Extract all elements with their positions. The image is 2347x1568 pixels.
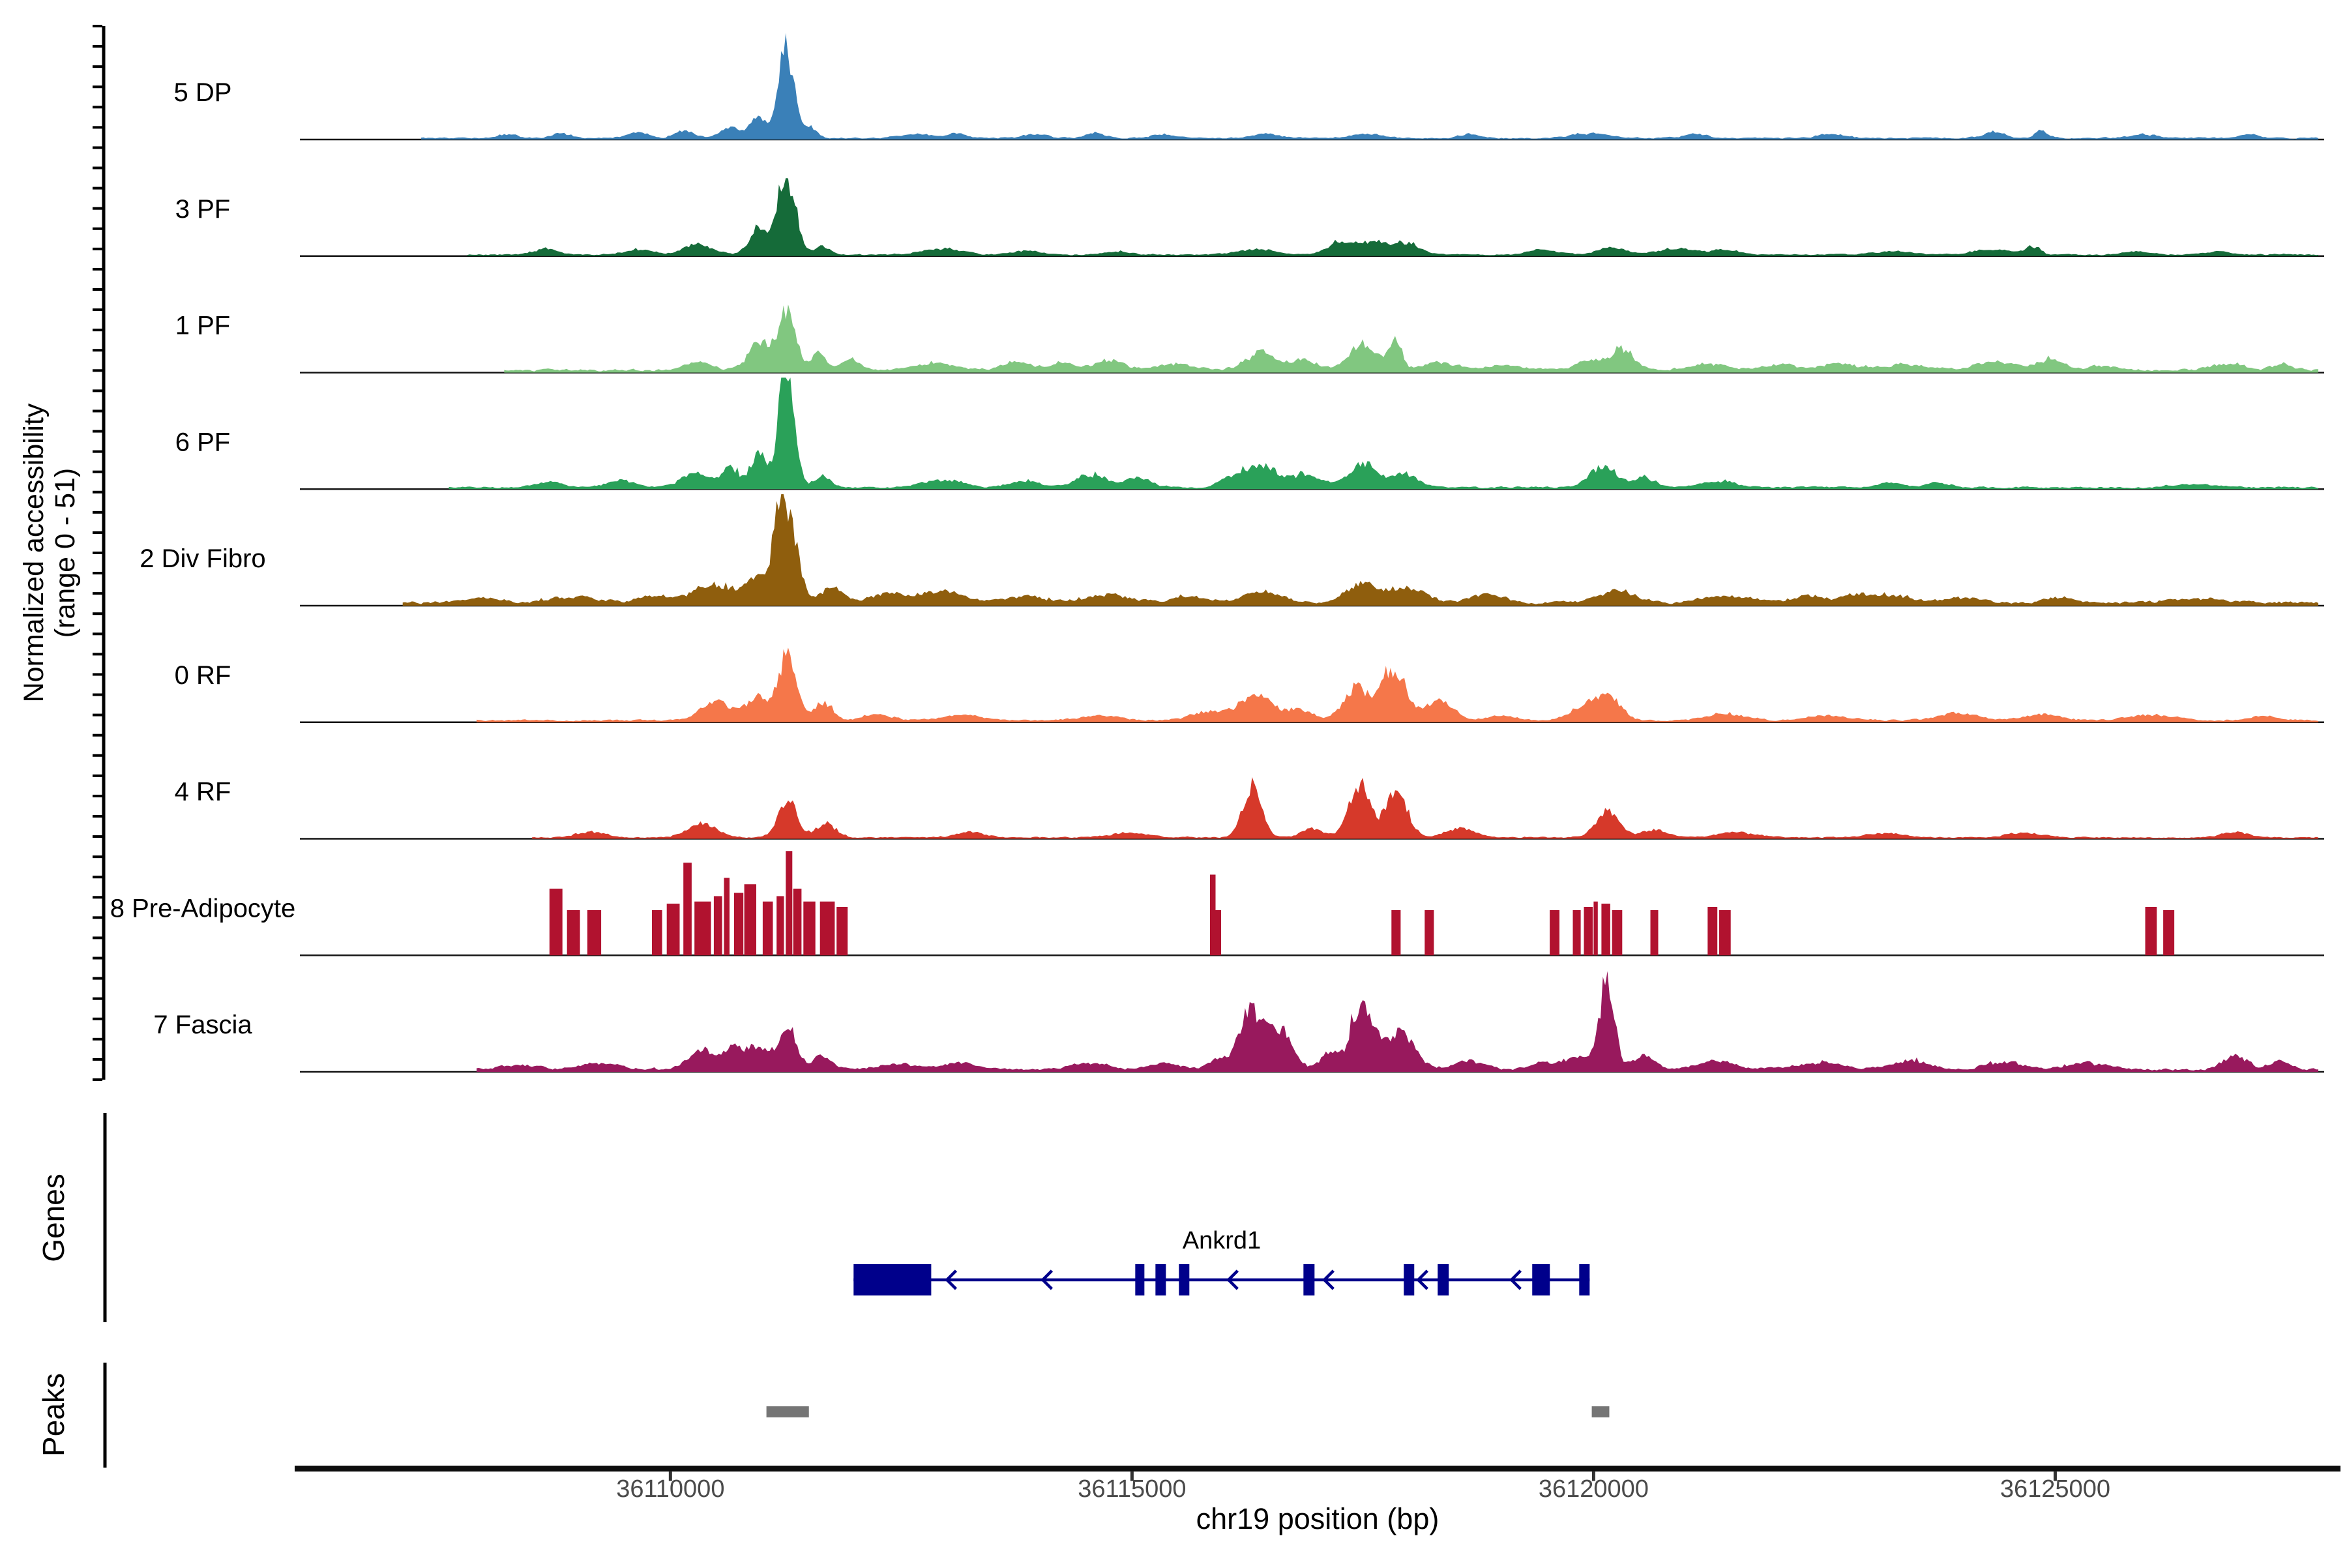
track-label: 2 Div Fibro: [140, 544, 265, 573]
strand-arrow-icon: [1226, 1269, 1239, 1290]
peak-region: [1591, 1406, 1610, 1417]
track-row-8-pre-adipocyte: 8 Pre-Adipocyte: [110, 851, 2324, 956]
y-axis: [93, 25, 106, 1081]
x-axis-tick-label: 36120000: [1539, 1475, 1649, 1503]
peaks-section-label: Peaks: [37, 1373, 70, 1457]
gene-exon: [1404, 1264, 1415, 1295]
gene-exon: [1579, 1264, 1590, 1295]
gene-exon: [1532, 1264, 1550, 1295]
track-signal: [421, 33, 2318, 140]
x-axis-tick-label: 36115000: [1078, 1475, 1186, 1503]
track-label: 0 RF: [175, 661, 231, 690]
y-axis-label-line1: Normalized accessibility: [18, 403, 50, 702]
track-label: 8 Pre-Adipocyte: [110, 894, 296, 923]
strand-arrow-icon: [945, 1269, 958, 1290]
x-axis-tick-label: 36125000: [2000, 1475, 2110, 1503]
gene-model-ankrd1: [853, 1264, 1590, 1295]
strand-arrow-icon: [1416, 1269, 1428, 1290]
track-signal: [402, 494, 2319, 606]
gene-label: Ankrd1: [1183, 1227, 1261, 1254]
y-axis-label-line2: (range 0 - 51): [50, 468, 81, 638]
track-row-5-dp: 5 DP: [174, 33, 2324, 141]
track-signal: [449, 377, 2318, 490]
x-axis: 36110000 36115000 36120000 36125000: [295, 1466, 2340, 1503]
track-label: 3 PF: [175, 195, 230, 224]
gene-exon: [1135, 1264, 1145, 1295]
peak-region: [766, 1406, 809, 1417]
track-signal: [504, 304, 2319, 373]
track-label: 5 DP: [174, 78, 232, 107]
track-label: 1 PF: [175, 312, 230, 340]
track-row-4-rf: 4 RF: [175, 777, 2324, 840]
strand-arrow-icon: [1509, 1269, 1522, 1290]
track-row-1-pf: 1 PF: [175, 304, 2324, 374]
gene-exon: [1155, 1264, 1166, 1295]
track-row-6-pf: 6 PF: [175, 377, 2324, 490]
peak-calls-track: [766, 1406, 1610, 1417]
track-label: 4 RF: [175, 778, 231, 806]
track-label: 6 PF: [175, 428, 230, 456]
track-row-0-rf: 0 RF: [175, 647, 2324, 724]
coverage-tracks: 5 DP 3 PF 1 PF 6 PF 2 Div Fibro 0 RF 4 RF 8 Pre…: [110, 33, 2324, 1073]
track-row-2-div-fibro: 2 Div Fibro: [140, 494, 2324, 607]
strand-arrow-icon: [1322, 1269, 1335, 1290]
x-axis-title: chr19 position (bp): [1196, 1502, 1439, 1535]
strand-arrow-icon: [1041, 1269, 1054, 1290]
track-signal: [477, 647, 2318, 722]
track-signal: [477, 971, 2318, 1072]
track-label: 7 Fascia: [153, 1011, 252, 1039]
track-signal: [467, 178, 2318, 256]
track-row-3-pf: 3 PF: [175, 178, 2324, 258]
track-signal: [531, 777, 2319, 839]
track-row-7-fascia: 7 Fascia: [153, 971, 2324, 1073]
gene-model-track: [853, 1264, 1590, 1295]
gene-exon: [1179, 1264, 1190, 1295]
genes-section-label: Genes: [37, 1174, 70, 1262]
x-axis-tick-label: 36110000: [616, 1475, 724, 1503]
gene-exon: [853, 1264, 932, 1295]
gene-exon: [1438, 1264, 1449, 1295]
track-signal: [549, 851, 2175, 956]
gene-exon: [1303, 1264, 1315, 1295]
